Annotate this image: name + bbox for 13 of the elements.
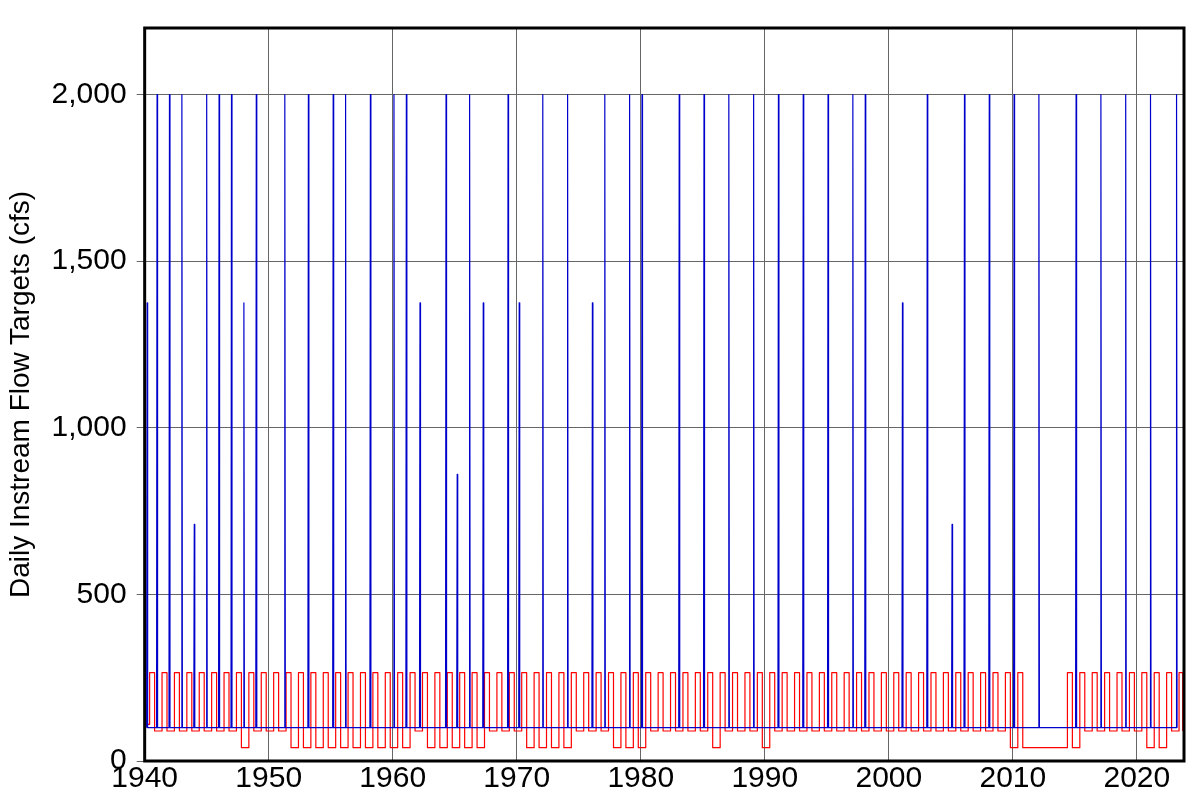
y-axis-title: Daily Instream Flow Targets (cfs) [3,190,35,599]
x-tick-label: 2020 [1103,760,1171,794]
x-tick-label: 2010 [979,760,1047,794]
x-tick-label: 2000 [855,760,923,794]
y-tick-label: 500 [76,575,127,609]
x-tick-label: 1960 [359,760,427,794]
y-tick-label: 1,500 [51,242,127,276]
x-tick-label: 1980 [607,760,675,794]
x-tick-label: 1990 [731,760,799,794]
y-tick-label: 2,000 [51,75,127,109]
x-tick-label: 1970 [483,760,551,794]
x-tick-label: 1950 [235,760,303,794]
y-tick-label: 1,000 [51,409,127,443]
